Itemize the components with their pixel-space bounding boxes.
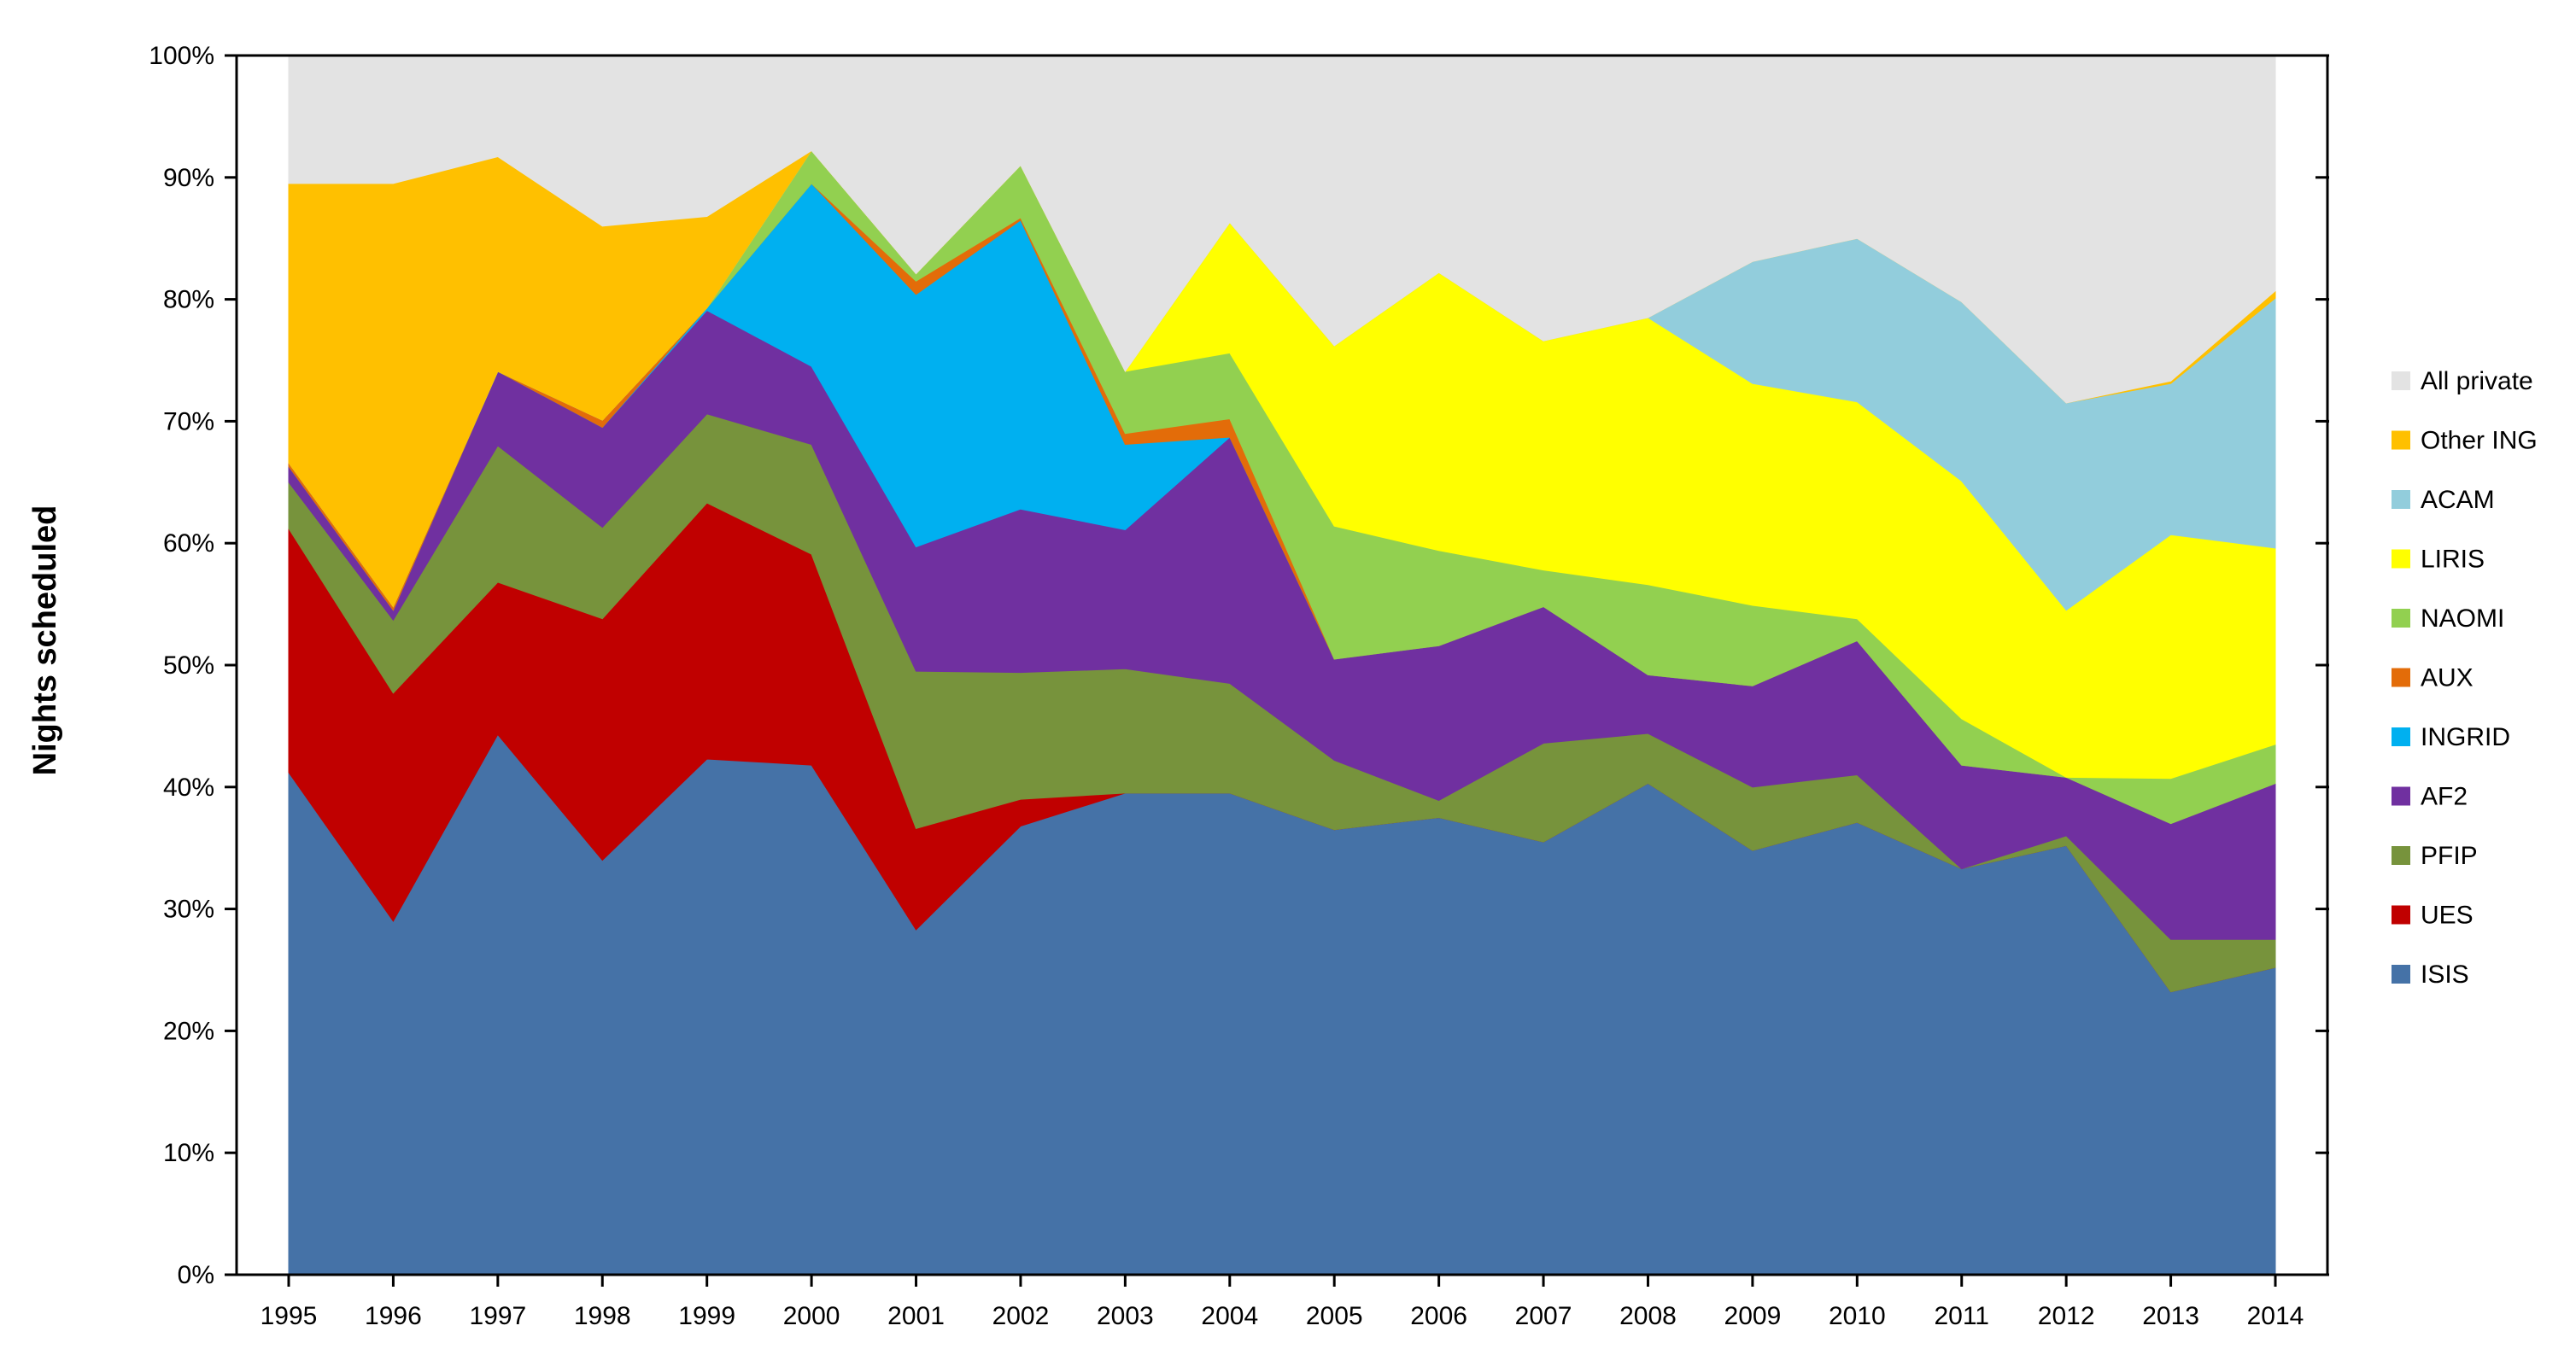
- legend-swatch-naomi: [2392, 609, 2410, 628]
- legend: All private Other ING ACAM LIRIS NAOMI AUX ING…: [2392, 367, 2538, 989]
- y-tick-label: 20%: [163, 1017, 214, 1045]
- legend-swatch-pfip: [2392, 846, 2410, 865]
- x-tick-label: 2009: [1724, 1302, 1782, 1330]
- legend-label-other-ing: Other ING: [2421, 427, 2538, 455]
- x-tick-label: 2010: [1829, 1302, 1886, 1330]
- x-tick-label: 2011: [1934, 1302, 1989, 1330]
- x-tick-label: 1997: [469, 1302, 526, 1330]
- y-tick-label: 80%: [163, 286, 214, 314]
- y-tick-label: 50%: [163, 651, 214, 680]
- x-tick-label: 2004: [1201, 1302, 1258, 1330]
- x-tick-label: 2007: [1515, 1302, 1572, 1330]
- x-tick-label: 2002: [992, 1302, 1050, 1330]
- y-tick-label: 40%: [163, 774, 214, 802]
- x-tick-label: 2003: [1097, 1302, 1154, 1330]
- x-tick-label: 2005: [1306, 1302, 1363, 1330]
- legend-label-ingrid: INGRID: [2421, 723, 2510, 751]
- legend-swatch-af2: [2392, 786, 2410, 806]
- legend-swatch-ingrid: [2392, 727, 2410, 746]
- legend-label-aux: AUX: [2421, 664, 2474, 692]
- legend-swatch-aux: [2392, 668, 2410, 687]
- y-axis: 0% 10% 20% 30% 40% 50% 60% 70% 80% 90% 100%: [149, 42, 2329, 1289]
- legend-label-naomi: NAOMI: [2421, 604, 2504, 633]
- y-tick-label: 60%: [163, 529, 214, 558]
- x-tick-label: 2012: [2038, 1302, 2095, 1330]
- y-tick-label: 90%: [163, 164, 214, 192]
- x-tick-label: 2008: [1619, 1302, 1677, 1330]
- y-tick-label: 10%: [163, 1139, 214, 1167]
- legend-label-ues: UES: [2421, 902, 2474, 930]
- x-tick-label: 2000: [783, 1302, 840, 1330]
- y-tick-label: 100%: [149, 42, 214, 70]
- legend-swatch-isis: [2392, 965, 2410, 984]
- legend-swatch-all-private: [2392, 371, 2410, 390]
- legend-swatch-liris: [2392, 549, 2410, 569]
- x-tick-label: 1995: [261, 1302, 318, 1330]
- x-tick-label: 2006: [1410, 1302, 1467, 1330]
- x-tick-label: 2001: [887, 1302, 945, 1330]
- x-tick-label: 1998: [574, 1302, 631, 1330]
- area-series-group: [288, 55, 2276, 1276]
- legend-swatch-ues: [2392, 905, 2410, 925]
- legend-label-all-private: All private: [2421, 367, 2533, 395]
- legend-swatch-other-ing: [2392, 430, 2410, 450]
- legend-swatch-acam: [2392, 490, 2410, 509]
- x-axis: 1995 1996 1997 1998 1999 2000 2001 2002 2003 2004…: [261, 1275, 2304, 1330]
- legend-label-pfip: PFIP: [2421, 842, 2478, 870]
- y-axis-title: Nights scheduled: [27, 505, 63, 776]
- y-tick-label: 70%: [163, 407, 214, 435]
- legend-label-liris: LIRIS: [2421, 546, 2485, 574]
- y-tick-label: 0%: [178, 1261, 214, 1289]
- x-tick-label: 1999: [678, 1302, 735, 1330]
- legend-label-acam: ACAM: [2421, 486, 2495, 514]
- legend-label-af2: AF2: [2421, 783, 2468, 811]
- y-tick-label: 30%: [163, 896, 214, 924]
- legend-label-isis: ISIS: [2421, 961, 2469, 989]
- x-tick-label: 1996: [365, 1302, 422, 1330]
- x-tick-label: 2013: [2142, 1302, 2199, 1330]
- x-tick-label: 2014: [2247, 1302, 2304, 1330]
